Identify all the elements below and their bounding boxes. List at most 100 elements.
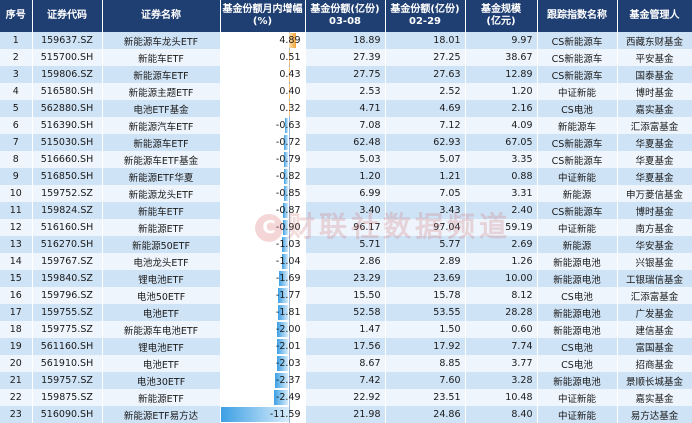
change-bar bbox=[284, 135, 289, 150]
cell-name: 新能源50ETF bbox=[102, 236, 221, 253]
cell-manager: 富国基金 bbox=[617, 338, 692, 355]
cell-shares-0229: 27.25 bbox=[385, 49, 466, 66]
cell-code: 159796.SZ bbox=[32, 287, 103, 304]
cell-index: 新能源电池 bbox=[537, 372, 618, 389]
cell-shares-0229: 7.60 bbox=[385, 372, 466, 389]
cell-name: 新能车ETF bbox=[102, 202, 221, 219]
cell-seq: 13 bbox=[0, 236, 33, 253]
cell-seq: 19 bbox=[0, 338, 33, 355]
cell-scale: 2.16 bbox=[465, 100, 538, 117]
table-row: 4 516580.SH 新能源主题ETF 0.40 2.53 2.52 1.20 中证新能 博时… bbox=[0, 83, 692, 100]
zero-axis-line bbox=[288, 134, 290, 151]
change-value: -1.77 bbox=[275, 290, 301, 301]
cell-index: 新能源电池 bbox=[537, 253, 618, 270]
cell-scale: 2.40 bbox=[465, 202, 538, 219]
change-bar bbox=[282, 254, 289, 269]
cell-scale: 0.88 bbox=[465, 168, 538, 185]
cell-seq: 3 bbox=[0, 66, 33, 83]
change-value: -0.79 bbox=[275, 154, 301, 165]
cell-name: 电池ETF bbox=[102, 355, 221, 372]
cell-name: 电池ETF bbox=[102, 304, 221, 321]
cell-code: 515700.SH bbox=[32, 49, 103, 66]
cell-scale: 59.19 bbox=[465, 219, 538, 236]
header-shares-0229-line2: 02-29 bbox=[409, 16, 441, 27]
cell-shares-0229: 1.21 bbox=[385, 168, 466, 185]
cell-index: 新能源电池 bbox=[537, 270, 618, 287]
cell-scale: 28.28 bbox=[465, 304, 538, 321]
cell-manager: 博时基金 bbox=[617, 83, 692, 100]
table-row: 3 159806.SZ 新能源车ETF 0.43 27.75 27.63 12.89 CS新能… bbox=[0, 66, 692, 83]
change-bar bbox=[288, 101, 290, 116]
cell-manager: 博时基金 bbox=[617, 202, 692, 219]
table-header-row: 序号 证券代码 证券名称 基金份额月内增幅 (%) 基金份额(亿份) 03-08 基… bbox=[0, 0, 692, 32]
zero-axis-line bbox=[288, 406, 290, 423]
cell-name: 新能源车ETF bbox=[102, 134, 221, 151]
change-value: -2.01 bbox=[275, 341, 301, 352]
cell-shares-0308: 5.03 bbox=[305, 151, 386, 168]
cell-code: 516390.SH bbox=[32, 117, 103, 134]
cell-seq: 8 bbox=[0, 151, 33, 168]
change-bar bbox=[288, 67, 290, 82]
table-row: 8 516660.SH 新能源车ETF基金 -0.79 5.03 5.07 3.35 CS新能… bbox=[0, 151, 692, 168]
cell-seq: 18 bbox=[0, 321, 33, 338]
cell-manager: 汇添富基金 bbox=[617, 117, 692, 134]
cell-scale: 8.40 bbox=[465, 406, 538, 423]
cell-shares-0229: 2.89 bbox=[385, 253, 466, 270]
change-bar bbox=[288, 84, 290, 99]
cell-shares-0308: 4.71 bbox=[305, 100, 386, 117]
cell-manager: 广发基金 bbox=[617, 304, 692, 321]
cell-change: -2.03 bbox=[220, 355, 306, 372]
cell-manager: 嘉实基金 bbox=[617, 389, 692, 406]
cell-code: 159752.SZ bbox=[32, 185, 103, 202]
cell-shares-0308: 62.48 bbox=[305, 134, 386, 151]
cell-code: 561910.SH bbox=[32, 355, 103, 372]
cell-scale: 12.89 bbox=[465, 66, 538, 83]
change-bar bbox=[276, 356, 289, 371]
zero-axis-line bbox=[288, 321, 290, 338]
cell-seq: 15 bbox=[0, 270, 33, 287]
zero-axis-line bbox=[288, 185, 290, 202]
zero-axis-line bbox=[288, 117, 290, 134]
cell-seq: 12 bbox=[0, 219, 33, 236]
cell-shares-0308: 3.40 bbox=[305, 202, 386, 219]
zero-axis-line bbox=[288, 355, 290, 372]
cell-shares-0229: 5.77 bbox=[385, 236, 466, 253]
header-index: 跟踪指数名称 bbox=[537, 0, 618, 32]
cell-manager: 国泰基金 bbox=[617, 66, 692, 83]
cell-manager: 易方达基金 bbox=[617, 406, 692, 423]
change-value: -0.82 bbox=[275, 171, 301, 182]
cell-scale: 0.60 bbox=[465, 321, 538, 338]
cell-code: 159755.SZ bbox=[32, 304, 103, 321]
change-value: 0.32 bbox=[279, 103, 301, 114]
cell-shares-0308: 7.08 bbox=[305, 117, 386, 134]
cell-code: 516160.SH bbox=[32, 219, 103, 236]
cell-index: 中证新能 bbox=[537, 83, 618, 100]
zero-axis-line bbox=[288, 389, 290, 406]
cell-index: CS新能源车 bbox=[537, 151, 618, 168]
cell-shares-0308: 8.67 bbox=[305, 355, 386, 372]
cell-code: 159875.SZ bbox=[32, 389, 103, 406]
cell-scale: 38.67 bbox=[465, 49, 538, 66]
cell-scale: 67.05 bbox=[465, 134, 538, 151]
change-bar bbox=[284, 118, 289, 133]
header-change: 基金份额月内增幅 (%) bbox=[220, 0, 306, 32]
cell-shares-0229: 97.04 bbox=[385, 219, 466, 236]
change-value: -0.85 bbox=[275, 188, 301, 199]
cell-seq: 4 bbox=[0, 83, 33, 100]
change-value: -11.59 bbox=[269, 409, 301, 420]
zero-axis-line bbox=[288, 304, 290, 321]
cell-manager: 工银瑞信基金 bbox=[617, 270, 692, 287]
change-value: 4.89 bbox=[279, 35, 301, 46]
cell-change: -1.81 bbox=[220, 304, 306, 321]
cell-name: 电池50ETF bbox=[102, 287, 221, 304]
table-row: 20 561910.SH 电池ETF -2.03 8.67 8.85 3.77 CS电池 招商基… bbox=[0, 355, 692, 372]
cell-code: 516270.SH bbox=[32, 236, 103, 253]
change-value: 0.51 bbox=[279, 52, 301, 63]
cell-shares-0229: 4.69 bbox=[385, 100, 466, 117]
cell-manager: 汇添富基金 bbox=[617, 287, 692, 304]
cell-index: CS新能源车 bbox=[537, 32, 618, 49]
cell-index: CS新能源车 bbox=[537, 66, 618, 83]
cell-index: CS电池 bbox=[537, 355, 618, 372]
cell-scale: 2.69 bbox=[465, 236, 538, 253]
cell-shares-0308: 1.20 bbox=[305, 168, 386, 185]
